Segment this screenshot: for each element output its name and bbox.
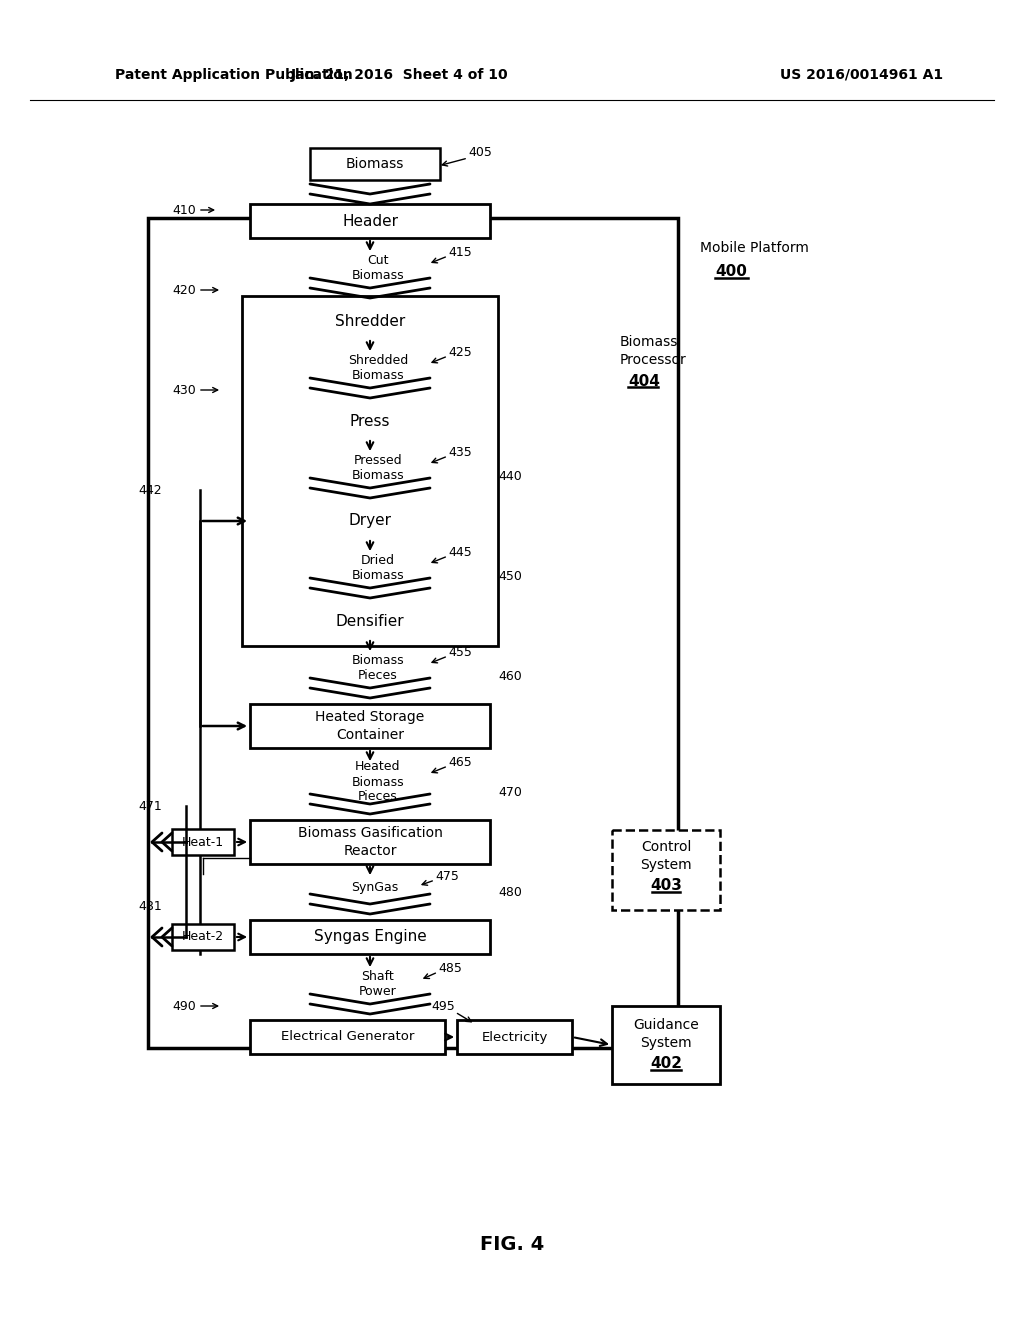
Text: Heat-2: Heat-2: [182, 931, 224, 944]
Text: Heated Storage
Container: Heated Storage Container: [315, 710, 425, 742]
Text: Press: Press: [350, 413, 390, 429]
Text: SynGas: SynGas: [351, 882, 398, 895]
Text: Biomass: Biomass: [346, 157, 404, 172]
Text: Densifier: Densifier: [336, 614, 404, 628]
Text: 480: 480: [498, 886, 522, 899]
Bar: [250, 605, 490, 638]
Text: 402: 402: [650, 1056, 682, 1072]
Text: 445: 445: [449, 545, 472, 558]
Text: Control
System: Control System: [640, 841, 692, 871]
Bar: [310, 148, 440, 180]
Text: US 2016/0014961 A1: US 2016/0014961 A1: [780, 69, 943, 82]
Bar: [457, 1020, 572, 1053]
Text: 481: 481: [138, 899, 162, 912]
Bar: [250, 820, 490, 865]
Text: Shredded
Biomass: Shredded Biomass: [348, 354, 409, 381]
Text: 470: 470: [498, 785, 522, 799]
Text: Biomass
Processor: Biomass Processor: [620, 335, 687, 367]
Text: 405: 405: [468, 145, 492, 158]
Text: Guidance
System: Guidance System: [633, 1018, 698, 1049]
Text: 465: 465: [449, 755, 472, 768]
Text: 440: 440: [498, 470, 522, 483]
Bar: [250, 205, 490, 238]
Text: 410: 410: [172, 203, 196, 216]
Bar: [148, 218, 678, 1048]
Text: Shredder: Shredder: [335, 314, 406, 329]
Text: 415: 415: [449, 246, 472, 259]
Text: Jan. 21, 2016  Sheet 4 of 10: Jan. 21, 2016 Sheet 4 of 10: [291, 69, 509, 82]
Bar: [172, 924, 234, 950]
Text: 442: 442: [138, 483, 162, 496]
Text: Patent Application Publication: Patent Application Publication: [115, 69, 352, 82]
Text: Biomass Gasification
Reactor: Biomass Gasification Reactor: [298, 826, 442, 858]
Bar: [612, 830, 720, 909]
Text: 400: 400: [715, 264, 746, 280]
Bar: [250, 304, 490, 338]
Text: Biomass
Pieces: Biomass Pieces: [351, 653, 404, 682]
Bar: [242, 296, 498, 645]
Bar: [612, 1006, 720, 1084]
Text: 430: 430: [172, 384, 196, 396]
Text: Electricity: Electricity: [481, 1031, 548, 1044]
Text: Syngas Engine: Syngas Engine: [313, 929, 426, 945]
Text: Header: Header: [342, 214, 398, 228]
Text: 475: 475: [435, 870, 459, 883]
Text: FIG. 4: FIG. 4: [480, 1236, 544, 1254]
Text: Heated
Biomass
Pieces: Heated Biomass Pieces: [351, 760, 404, 804]
Bar: [250, 404, 490, 438]
Text: 460: 460: [498, 669, 522, 682]
Text: Cut
Biomass: Cut Biomass: [351, 253, 404, 282]
Text: Heat-1: Heat-1: [182, 836, 224, 849]
Text: 435: 435: [449, 446, 472, 458]
Text: 485: 485: [438, 961, 462, 974]
Text: Shaft
Power: Shaft Power: [359, 970, 397, 998]
Text: Mobile Platform: Mobile Platform: [700, 242, 809, 255]
Text: 404: 404: [628, 374, 659, 388]
Bar: [250, 504, 490, 539]
Text: 425: 425: [449, 346, 472, 359]
Text: 471: 471: [138, 800, 162, 813]
Bar: [172, 829, 234, 855]
Text: 455: 455: [449, 645, 472, 659]
Text: 403: 403: [650, 879, 682, 894]
Bar: [250, 920, 490, 954]
Text: Dryer: Dryer: [348, 513, 391, 528]
Text: Dried
Biomass: Dried Biomass: [351, 554, 404, 582]
Text: 450: 450: [498, 569, 522, 582]
Text: 420: 420: [172, 284, 196, 297]
Text: Electrical Generator: Electrical Generator: [281, 1031, 414, 1044]
Bar: [250, 1020, 445, 1053]
Text: Pressed
Biomass: Pressed Biomass: [351, 454, 404, 482]
Text: 495: 495: [431, 999, 455, 1012]
Bar: [250, 704, 490, 748]
Text: 490: 490: [172, 999, 196, 1012]
